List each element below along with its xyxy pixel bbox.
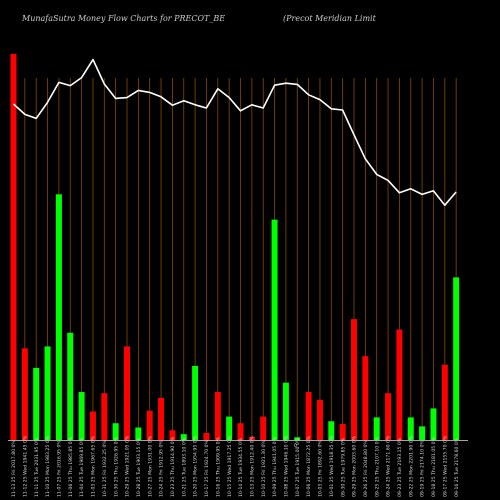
x-tick-label: 11-12 25 Wed 1941.45 0% [22,435,28,497]
bar-down [441,364,448,440]
x-tick-label: 11-13 25 Fri 2017.80 0% [11,440,17,497]
bar-down [10,53,17,441]
bar-down [237,423,244,440]
bar-down [169,430,176,440]
money-flow-bars [10,53,460,441]
x-tick-label: 11-04 25 Tue 1969.85 0% [79,437,85,497]
bar-down [362,356,369,440]
x-tick-label: 09-19 25 Fri 2174.10 0% [420,440,426,497]
bar-up [55,194,62,440]
x-tick-label: 10-31 25 Fri 1932.25 0% [102,440,108,497]
x-tick-label: 10-27 25 Mon 1931.00 0% [147,435,153,497]
x-tick-label: 09-30 25 Tue 1979.85 0% [340,437,346,497]
x-tick-label: 10-23 25 Thu 1914.90 0% [170,436,176,497]
bar-down [89,411,96,440]
bar-down [203,432,210,440]
bar-down [124,346,130,440]
bar-up [430,408,437,440]
x-tick-label: 09-29 25 Mon 2003.60 0% [352,435,358,497]
x-axis-marker: 0 [294,443,297,449]
price-line [12,58,457,206]
x-tick-label: 09-25 25 Thu 2107.10 0% [374,436,380,497]
gridlines [13,78,457,440]
bar-up [407,417,414,440]
bar-up [294,437,301,440]
x-tick-label: 09-23 25 Tue 2193.15 0% [397,437,403,497]
bar-down [146,410,153,440]
x-tick-label: 10-09 25 Thu 1941.05 0% [272,436,278,497]
x-tick-label: 11-11 25 Tue 2031.95 0% [34,437,40,497]
x-tick-label: 10-10 25 Fri 1921.30 0% [261,440,267,497]
bar-up [135,427,142,440]
x-tick-label: 10-21 25 Tue 1893.10 0% [181,437,187,497]
company-name: (Precot Meridian Limit [283,14,376,23]
bar-up [282,382,289,440]
bar-up [271,219,278,440]
bar-down [396,329,403,440]
x-tick-label: 10-17 25 Fri 1924.70 0% [204,440,210,497]
bar-up [112,423,119,440]
x-tick-label: 10-16 25 Thu 1909.95 0% [215,436,221,497]
x-tick-label: 10-24 25 Fri 1912.95 0% [159,440,165,497]
bar-up [44,346,51,440]
bar-up [328,421,335,440]
x-tick-label: 09-24 25 Wed 2171.60 0% [386,435,392,497]
bar-down [305,392,312,440]
chart-title: MunafaSutra Money Flow Charts for PRECOT… [22,14,226,23]
x-tick-label: 09-26 25 Fri 2048.80 0% [363,440,369,497]
bar-up [373,417,380,440]
x-tick-label: 10-14 25 Tue 1934.55 0% [238,437,244,497]
x-tick-label: 10-13 25 Mon 1912.40 0% [249,435,255,497]
x-tick-label: 09-17 25 Wed 2155.70 0% [442,435,448,497]
x-tick-label: 11-07 25 Fri 2016.95 0% [57,440,63,497]
bar-down [385,393,392,440]
bar-down [351,319,357,440]
x-tick-label: 10-06 25 Mon 1872.25 0% [306,435,312,497]
bar-up [67,332,74,440]
x-tick-label: 09-22 25 Mon 2201.90 0% [408,435,414,497]
bar-down [21,348,28,440]
bar-up [453,277,460,440]
x-tick-label: 10-28 25 Tue 1903.15 0% [136,437,142,497]
x-tick-label: 09-18 25 Thu 2181.05 0% [431,436,437,497]
x-tick-label: 11-06 25 Thu 1985.85 0% [68,436,74,497]
bar-down [339,424,346,440]
bar-up [33,367,40,440]
x-tick-labels: 11-13 25 Fri 2017.80 0% 11-12 25 Wed 1941… [11,435,460,497]
x-tick-label: 10-07 25 Tue 1915.00 0% [295,437,301,497]
bar-up [226,416,233,440]
bar-up [419,426,426,440]
bar-down [158,397,165,440]
bar-down [101,393,108,440]
bar-down [316,399,323,440]
bar-down [260,416,267,440]
x-tick-label: 10-08 25 Wed 1946.10 0% [284,435,290,497]
x-tick-label: 10-30 25 Thu 1926.95 0% [113,436,119,497]
x-tick-label: 10-20 25 Mon 1954.95 0% [193,435,199,497]
bar-up [192,365,199,440]
x-tick-label: 11-10 25 Mon 1983.25 0% [45,435,51,497]
bar-down [248,436,255,440]
bar-down [214,392,221,440]
bar-up [78,392,85,440]
x-tick-label: 10-01 25 Wed 1918.35 0% [329,435,335,497]
x-tick-label: 10-15 25 Wed 1917.25 0% [227,435,233,497]
x-tick-label: 09-16 25 Tue 2178.60 0% [454,437,460,497]
x-tick-label: 10-03 25 Fri 1892.60 0% [318,440,324,497]
bar-up [180,434,187,440]
x-tick-label: 10-29 25 Wed 1921.05 0% [125,435,131,497]
x-tick-label: 11-03 25 Mon 1967.65 0% [91,435,97,497]
